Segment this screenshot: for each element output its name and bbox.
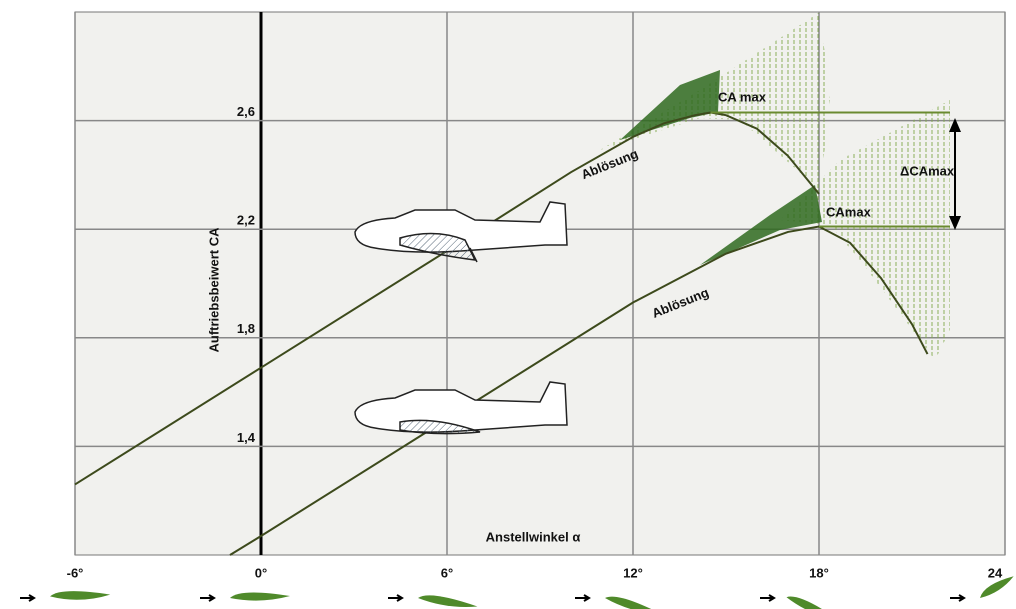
series-line: [229, 225, 929, 556]
annotation: CA max: [718, 89, 767, 104]
x-tick-label: -6°: [67, 565, 84, 580]
stall-region: [780, 100, 950, 360]
y-axis-label: Auftriebsbeiwert CA: [206, 227, 221, 353]
y-tick-label: 1,4: [237, 430, 256, 445]
x-axis-label: Anstellwinkel α: [486, 529, 581, 544]
stall-region: [700, 185, 822, 265]
airplane: [354, 201, 568, 263]
arrow-head: [949, 216, 961, 230]
annotation: ΔCAmax: [900, 163, 955, 178]
arrow-head: [949, 118, 961, 132]
airfoils: [20, 576, 1014, 609]
stall-region: [620, 70, 720, 140]
y-tick-label: 2,2: [237, 213, 255, 228]
x-tick-label: 0°: [255, 565, 267, 580]
lines: [74, 111, 950, 556]
x-tick-label: 6°: [441, 565, 453, 580]
annotation: CAmax: [826, 204, 872, 219]
y-tick-label: 1,8: [237, 321, 255, 336]
airplane: [354, 381, 568, 435]
plot-area: [74, 11, 1006, 556]
y-tick-label: 2,6: [237, 104, 255, 119]
x-tick-label: 24: [988, 565, 1003, 580]
series-line: [74, 111, 820, 486]
x-tick-label: 12°: [623, 565, 643, 580]
x-tick-label: 18°: [809, 565, 829, 580]
